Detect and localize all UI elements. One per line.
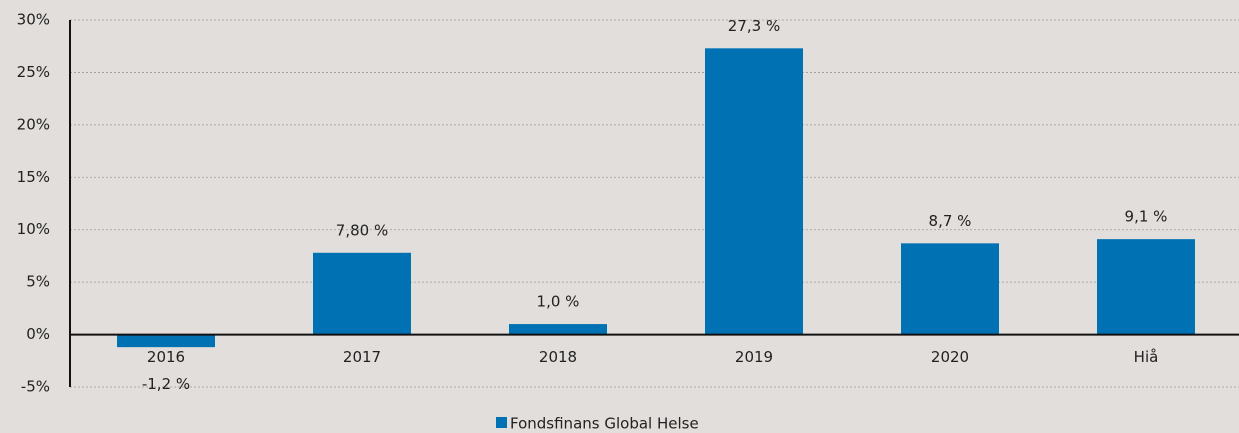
- bar: [313, 252, 411, 335]
- bar: [509, 324, 607, 335]
- bar: [901, 243, 999, 335]
- y-tick-label: 25%: [17, 63, 50, 81]
- value-label: 27,3 %: [728, 17, 780, 35]
- value-label: 9,1 %: [1125, 208, 1168, 226]
- value-label: 1,0 %: [537, 293, 580, 311]
- value-label: -1,2 %: [142, 375, 190, 393]
- legend-label: Fondsfinans Global Helse: [510, 415, 699, 433]
- y-tick-label: 20%: [17, 115, 50, 133]
- bar: [705, 48, 803, 335]
- y-tick-label: 10%: [17, 220, 50, 238]
- x-tick-label: Hiå: [1134, 348, 1159, 366]
- bar: [117, 334, 215, 348]
- x-tick-label: 2018: [539, 348, 577, 366]
- y-tick-label: 15%: [17, 168, 50, 186]
- x-tick-label: 2020: [931, 348, 969, 366]
- y-tick-label: 0%: [26, 325, 50, 343]
- x-tick-label: 2016: [147, 348, 185, 366]
- legend-swatch: [496, 417, 507, 428]
- x-tick-label: 2017: [343, 348, 381, 366]
- value-label: 8,7 %: [929, 212, 972, 230]
- y-tick-label: 30%: [17, 11, 50, 29]
- y-tick-label: 5%: [26, 273, 50, 291]
- bar: [1097, 239, 1195, 335]
- y-tick-label: -5%: [21, 378, 50, 396]
- x-tick-label: 2019: [735, 348, 773, 366]
- value-label: 7,80 %: [336, 221, 388, 239]
